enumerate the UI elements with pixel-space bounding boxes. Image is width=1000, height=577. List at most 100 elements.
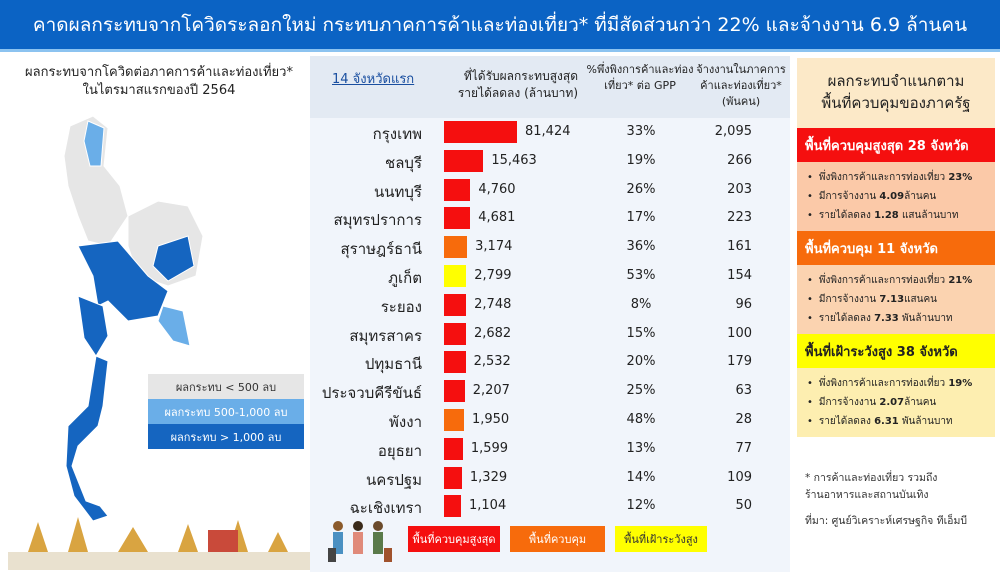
loss-value: 4,760 <box>478 181 516 197</box>
loss-bar <box>444 236 468 259</box>
legend-low: ผลกระทบ < 500 ลบ <box>148 374 304 399</box>
zones-title: ผลกระทบจำแนกตาม พื้นที่ควบคุมของภาครัฐ <box>797 58 995 128</box>
emp-value: 28 <box>735 412 752 427</box>
bullet-text: รายได้ลดลง <box>818 313 875 324</box>
table-row: ปทุมธานี 2,532 20% 179 <box>310 348 790 376</box>
pct-value: 33% <box>626 124 656 139</box>
pct-value: 19% <box>626 152 656 168</box>
bullet-value: 6.31 <box>874 416 899 427</box>
loss-value: 1,599 <box>470 440 509 456</box>
emp-value: 63 <box>735 383 752 399</box>
map-title-line2: ในไตรมาสแรกของปี 2564 <box>82 83 236 98</box>
travelers-illustration <box>328 521 392 562</box>
map-region-north-blue <box>83 120 105 167</box>
province-name: ประจวบคีรีขันธ์ <box>321 384 422 403</box>
province-name: อยุธยา <box>377 441 422 460</box>
bullet-unit: ล้านคน <box>904 191 937 202</box>
province-name: นนทบุรี <box>374 182 422 201</box>
zone-bullet: รายได้ลดลง 1.28 แสนล้านบาท <box>807 206 991 225</box>
loss-bar <box>444 293 467 316</box>
map-region-east <box>157 305 191 347</box>
table-row: สมุทรสาคร 2,682 15% 100 <box>310 320 790 348</box>
province-name: นครปฐม <box>365 470 422 489</box>
zone-bullet: รายได้ลดลง 7.33 พันล้านบาท <box>807 309 991 328</box>
zone-bullet: มีการจ้างงาน 2.07ล้านคน <box>807 393 991 412</box>
table-row: ประจวบคีรีขันธ์ 2,207 25% 63 <box>310 377 790 405</box>
table-header: 14 จังหวัดแรก ที่ได้รับผลกระทบสูงสุด รายไ… <box>310 56 790 118</box>
emp-value: 109 <box>727 469 752 485</box>
key-watch: พื้นที่เฝ้าระวังสูง <box>615 526 707 552</box>
zone-bullet: มีการจ้างงาน 4.09ล้านคน <box>807 187 991 206</box>
loss-bar <box>444 351 466 374</box>
zones-panel: ผลกระทบจำแนกตาม พื้นที่ควบคุมของภาครัฐ พ… <box>797 58 995 437</box>
emp-value: 266 <box>727 152 752 168</box>
province-name: สุราษฎร์ธานี <box>340 240 422 259</box>
province-table: 14 จังหวัดแรก ที่ได้รับผลกระทบสูงสุด รายไ… <box>310 56 790 572</box>
thailand-map <box>63 115 204 522</box>
bullet-unit: พันล้านบาท <box>898 313 953 324</box>
loss-value: 15,463 <box>491 152 537 168</box>
legend-high: ผลกระทบ > 1,000 ลบ <box>148 424 304 449</box>
bullet-value: 21% <box>948 275 973 286</box>
emp-value: 161 <box>727 239 752 255</box>
bullet-value: 2.07 <box>879 397 905 408</box>
loss-bar <box>444 265 467 287</box>
pct-value: 25% <box>626 383 656 399</box>
province-name: สมุทรปราการ <box>333 211 422 230</box>
table-row: สมุทรปราการ 4,681 17% 223 <box>310 204 790 232</box>
table-row: ฉะเชิงเทรา 1,104 12% 50 <box>310 492 790 520</box>
pct-value: 12% <box>626 498 656 514</box>
pct-value: 48% <box>626 412 656 427</box>
emp-value: 154 <box>727 268 752 283</box>
loss-value: 1,329 <box>469 469 508 485</box>
footnote-line2: ร้านอาหารและสถานบันเทิง <box>805 489 929 501</box>
zone-bullet: พึ่งพิงการค้าและการท่องเที่ยว 23% <box>807 168 991 187</box>
table-row: นนทบุรี 4,760 26% 203 <box>310 176 790 204</box>
key-highest: พื้นที่ควบคุมสูงสุด <box>408 526 500 552</box>
source-credit: ที่มา: ศูนย์วิเคราะห์เศรษฐกิจ ทีเอ็มบี <box>805 515 968 527</box>
loss-value: 3,174 <box>475 239 513 255</box>
bullet-unit: พันล้านบาท <box>898 416 953 427</box>
table-row: อยุธยา 1,599 13% 77 <box>310 435 790 463</box>
header-loss-sub: รายได้ลดลง (ล้านบาท) <box>457 86 578 100</box>
header-highlight: 14 จังหวัดแรก <box>332 72 415 87</box>
pct-value: 14% <box>626 469 656 485</box>
loss-bar <box>444 178 471 201</box>
zone-header: พื้นที่ควบคุมสูงสุด 28 จังหวัด <box>797 128 995 162</box>
pct-value: 17% <box>626 210 656 226</box>
emp-value: 2,095 <box>714 124 752 139</box>
map-region-west <box>77 295 109 357</box>
emp-value: 203 <box>727 181 752 197</box>
bullet-text: รายได้ลดลง <box>818 416 875 427</box>
bullet-text: มีการจ้างงาน <box>818 191 880 202</box>
pct-value: 36% <box>626 239 656 255</box>
map-region-north <box>63 115 129 247</box>
loss-bar <box>444 495 461 518</box>
zone-header: พื้นที่เฝ้าระวังสูง 38 จังหวัด <box>797 334 995 368</box>
page-title: คาดผลกระทบจากโควิดระลอกใหม่ กระทบภาคการค… <box>0 0 1000 52</box>
pct-value: 13% <box>626 440 656 456</box>
province-name: กรุงเทพ <box>372 125 422 143</box>
key-control: พื้นที่ควบคุม <box>510 526 605 552</box>
zone-header: พื้นที่ควบคุม 11 จังหวัด <box>797 231 995 265</box>
bullet-unit: แสนล้านบาท <box>898 210 959 221</box>
table-row: ชลบุรี 15,463 19% 266 <box>310 147 790 175</box>
zone-body: พึ่งพิงการค้าและการท่องเที่ยว 23%มีการจ้… <box>797 162 995 231</box>
province-name: ปทุมธานี <box>364 355 422 374</box>
zones-title-line2: พื้นที่ควบคุมของภาครัฐ <box>821 94 971 112</box>
loss-value: 4,681 <box>478 210 516 226</box>
zone-body: พึ่งพิงการค้าและการท่องเที่ยว 21%มีการจ้… <box>797 265 995 334</box>
bullet-value: 19% <box>948 378 973 389</box>
loss-bar <box>444 380 465 403</box>
header-loss: ที่ได้รับผลกระทบสูงสุด รายได้ลดลง (ล้านบา… <box>428 68 578 102</box>
province-name: ระยอง <box>380 297 422 316</box>
map-title-line1: ผลกระทบจากโควิดต่อภาคการค้าและท่องเที่ยว… <box>25 65 293 80</box>
table-row: สุราษฎร์ธานี 3,174 36% 161 <box>310 233 790 261</box>
pct-value: 53% <box>626 268 656 283</box>
bullet-value: 23% <box>948 172 973 183</box>
emp-value: 77 <box>735 440 752 456</box>
pct-value: 20% <box>626 354 656 370</box>
pct-value: 15% <box>626 325 656 341</box>
table-row: นครปฐม 1,329 14% 109 <box>310 464 790 492</box>
emp-value: 100 <box>727 325 752 341</box>
